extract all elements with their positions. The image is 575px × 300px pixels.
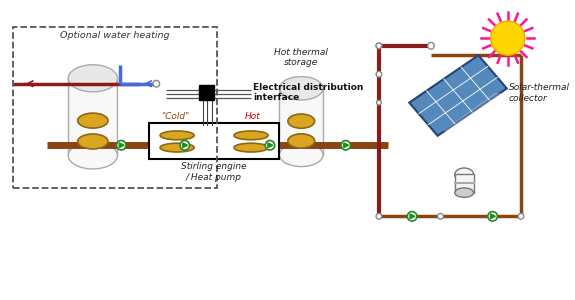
Circle shape [180,140,189,150]
Ellipse shape [279,143,323,166]
Ellipse shape [160,143,194,152]
Polygon shape [409,55,507,136]
Circle shape [153,80,160,87]
Circle shape [377,100,381,105]
Ellipse shape [78,113,108,128]
Circle shape [490,21,525,55]
Polygon shape [490,214,496,219]
Text: Hot thermal
storage: Hot thermal storage [274,48,328,67]
Circle shape [376,43,382,49]
Ellipse shape [234,131,268,140]
Bar [68,78,117,155]
Ellipse shape [288,114,315,128]
Bar [279,88,323,155]
Polygon shape [183,143,187,148]
Circle shape [376,71,382,77]
Text: "Cold": "Cold" [161,112,189,121]
Polygon shape [442,93,507,131]
Ellipse shape [234,143,268,152]
Circle shape [376,214,382,219]
Circle shape [428,43,434,49]
Circle shape [376,43,382,49]
Bar [149,124,279,160]
Text: Electrical distribution
interface: Electrical distribution interface [253,82,363,102]
Ellipse shape [288,134,315,148]
Ellipse shape [160,131,194,140]
Ellipse shape [455,168,474,181]
Circle shape [518,214,524,219]
Polygon shape [344,143,348,148]
Ellipse shape [78,134,108,149]
Polygon shape [410,214,415,219]
Circle shape [407,212,417,221]
Circle shape [117,140,126,150]
Circle shape [488,212,497,221]
Ellipse shape [279,76,323,100]
Text: Stirling engine
/ Heat pump: Stirling engine / Heat pump [181,162,247,182]
Text: Solar-thermal
collector: Solar-thermal collector [509,83,570,103]
Text: Hot: Hot [245,112,261,121]
Circle shape [438,214,443,219]
Ellipse shape [68,142,117,169]
Bar [199,85,214,100]
Polygon shape [119,143,124,148]
Bar [13,27,217,188]
Text: Optional water heating: Optional water heating [60,31,170,40]
Ellipse shape [68,65,117,92]
Ellipse shape [455,188,474,197]
Circle shape [341,140,351,150]
Bar [455,174,474,193]
Polygon shape [268,143,273,148]
Circle shape [265,140,275,150]
